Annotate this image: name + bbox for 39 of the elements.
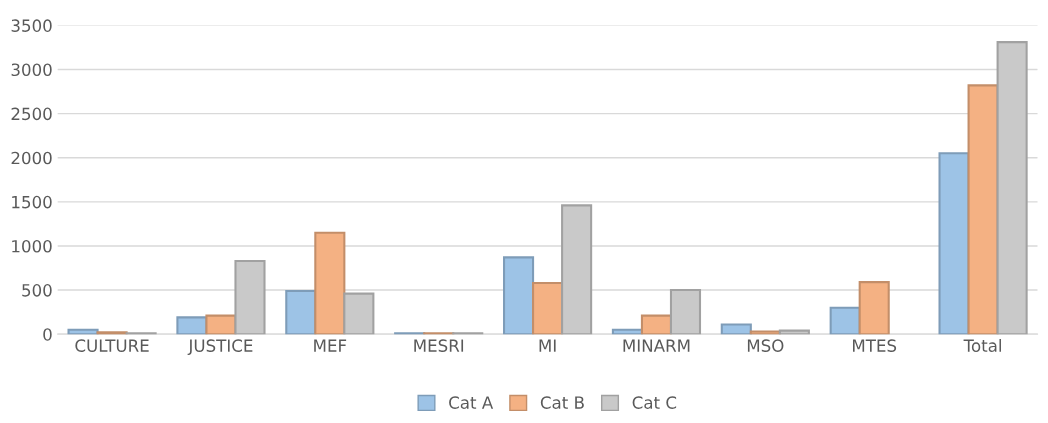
x-tick-label: MESRI bbox=[414, 339, 464, 352]
x-tick-label: JUSTICE bbox=[187, 339, 253, 356]
bar bbox=[858, 281, 890, 335]
bar bbox=[176, 316, 208, 335]
x-tick-label: CULTURE bbox=[75, 339, 149, 352]
x-tick-label: MEF bbox=[314, 339, 347, 352]
bar bbox=[205, 314, 237, 335]
bar bbox=[561, 204, 593, 335]
y-tick-label: 1000 bbox=[12, 239, 52, 253]
bar bbox=[234, 259, 266, 335]
bar bbox=[67, 328, 99, 335]
bar bbox=[285, 289, 317, 335]
bar bbox=[532, 281, 564, 335]
y-tick-label: 3500 bbox=[11, 19, 52, 32]
bar bbox=[502, 256, 535, 335]
bar bbox=[996, 41, 1028, 335]
y-tick-label: 1500 bbox=[12, 195, 52, 209]
x-tick-label: MINARM bbox=[623, 339, 690, 352]
bar bbox=[669, 289, 702, 335]
y-tick-label: 3000 bbox=[11, 63, 52, 77]
x-tick-label: Total bbox=[963, 339, 1001, 352]
bar bbox=[343, 292, 375, 335]
y-tick-label: 2500 bbox=[11, 107, 52, 121]
bar bbox=[829, 306, 861, 335]
bar bbox=[720, 323, 752, 335]
bar bbox=[640, 314, 673, 335]
x-tick-label: MSO bbox=[747, 339, 784, 352]
x-tick-label: MI bbox=[539, 339, 556, 352]
legend-label: Cat C bbox=[632, 396, 677, 409]
bar bbox=[967, 84, 999, 335]
bar bbox=[938, 152, 970, 335]
legend-label: Cat A bbox=[449, 396, 494, 409]
bar bbox=[314, 231, 346, 335]
x-tick-label: MTES bbox=[853, 339, 897, 352]
bar bbox=[749, 330, 781, 335]
y-tick-label: 500 bbox=[22, 284, 52, 297]
y-tick-label: 2000 bbox=[11, 151, 52, 165]
y-tick-label: 0 bbox=[43, 328, 52, 341]
legend-label: Cat B bbox=[540, 396, 584, 409]
